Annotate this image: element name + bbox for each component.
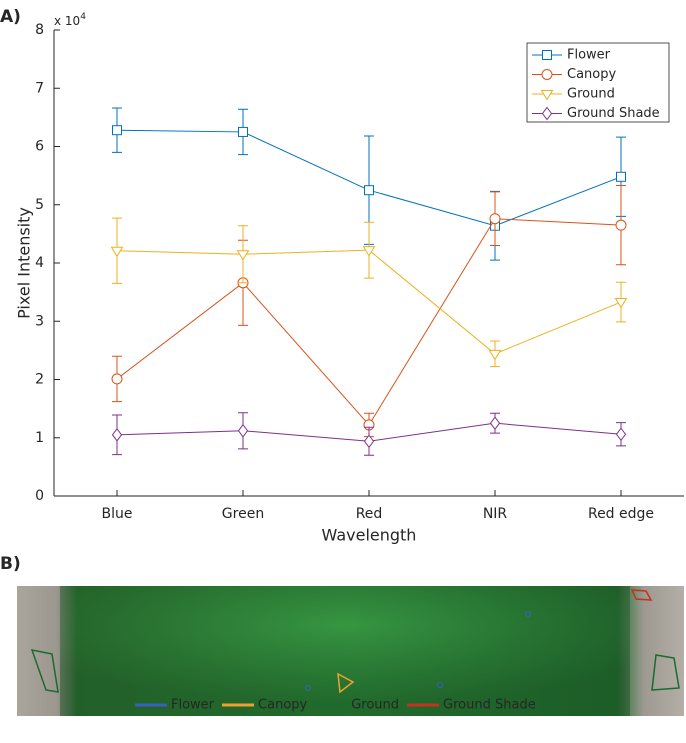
x-tick-label: Red edge: [588, 506, 654, 522]
legend-label: Flower: [567, 48, 611, 63]
marker: [237, 423, 249, 438]
marker: [111, 373, 123, 385]
roi-ground: [651, 654, 680, 691]
marker: [111, 428, 123, 442]
marker: [112, 125, 122, 136]
image-legend-label: Ground: [351, 698, 399, 713]
marker: [542, 50, 552, 60]
roi-canopy: [337, 672, 355, 694]
panel-label: B): [0, 554, 21, 574]
legend-label: Ground: [567, 87, 615, 102]
y-multiplier-exponent: 4: [80, 12, 86, 22]
marker: [615, 219, 627, 231]
legend-label: Canopy: [567, 67, 616, 82]
marker: [540, 90, 554, 101]
y-axis-label: Pixel Intensity: [15, 207, 34, 319]
x-tick-label: Green: [222, 506, 264, 522]
y-tick-label: 7: [35, 80, 44, 96]
y-tick-label: 6: [35, 139, 44, 155]
photo: [17, 586, 684, 716]
roi-flower: [525, 611, 531, 617]
marker: [110, 246, 124, 258]
y-tick-label: 8: [35, 22, 44, 38]
y-tick-label: 0: [35, 488, 44, 504]
roi-ground-shade: [630, 589, 653, 601]
image-legend-label: Ground Shade: [443, 698, 536, 713]
y-tick-label: 2: [35, 372, 44, 388]
marker: [238, 126, 248, 137]
marker: [236, 250, 250, 261]
image-legend-label: Flower: [171, 698, 215, 713]
y-tick-label: 5: [35, 197, 44, 213]
marker: [616, 171, 626, 182]
roi-ground: [30, 649, 59, 693]
marker: [364, 185, 374, 196]
legend-label: Ground Shade: [567, 106, 660, 121]
y-multiplier-base: x 10: [54, 14, 80, 28]
marker: [541, 106, 553, 121]
x-tick-label: NIR: [483, 506, 508, 522]
marker: [362, 246, 376, 257]
x-tick-label: Red: [356, 506, 383, 522]
marker: [614, 298, 628, 309]
photo-foliage: [60, 586, 630, 716]
marker: [615, 427, 627, 442]
y-tick-label: 4: [35, 255, 44, 271]
y-tick-label: 1: [35, 430, 44, 446]
x-axis-label: Wavelength: [322, 526, 417, 545]
y-multiplier: x 104: [54, 12, 86, 28]
panel-label: A): [0, 7, 21, 27]
marker: [488, 349, 502, 361]
roi-flower: [305, 685, 311, 691]
y-tick-label: 3: [35, 313, 44, 329]
marker: [541, 69, 553, 80]
marker: [363, 434, 375, 449]
image-legend-label: Canopy: [258, 698, 307, 713]
marker: [489, 213, 501, 225]
x-tick-label: Blue: [102, 506, 133, 522]
marker: [489, 416, 501, 431]
roi-flower: [437, 682, 443, 688]
